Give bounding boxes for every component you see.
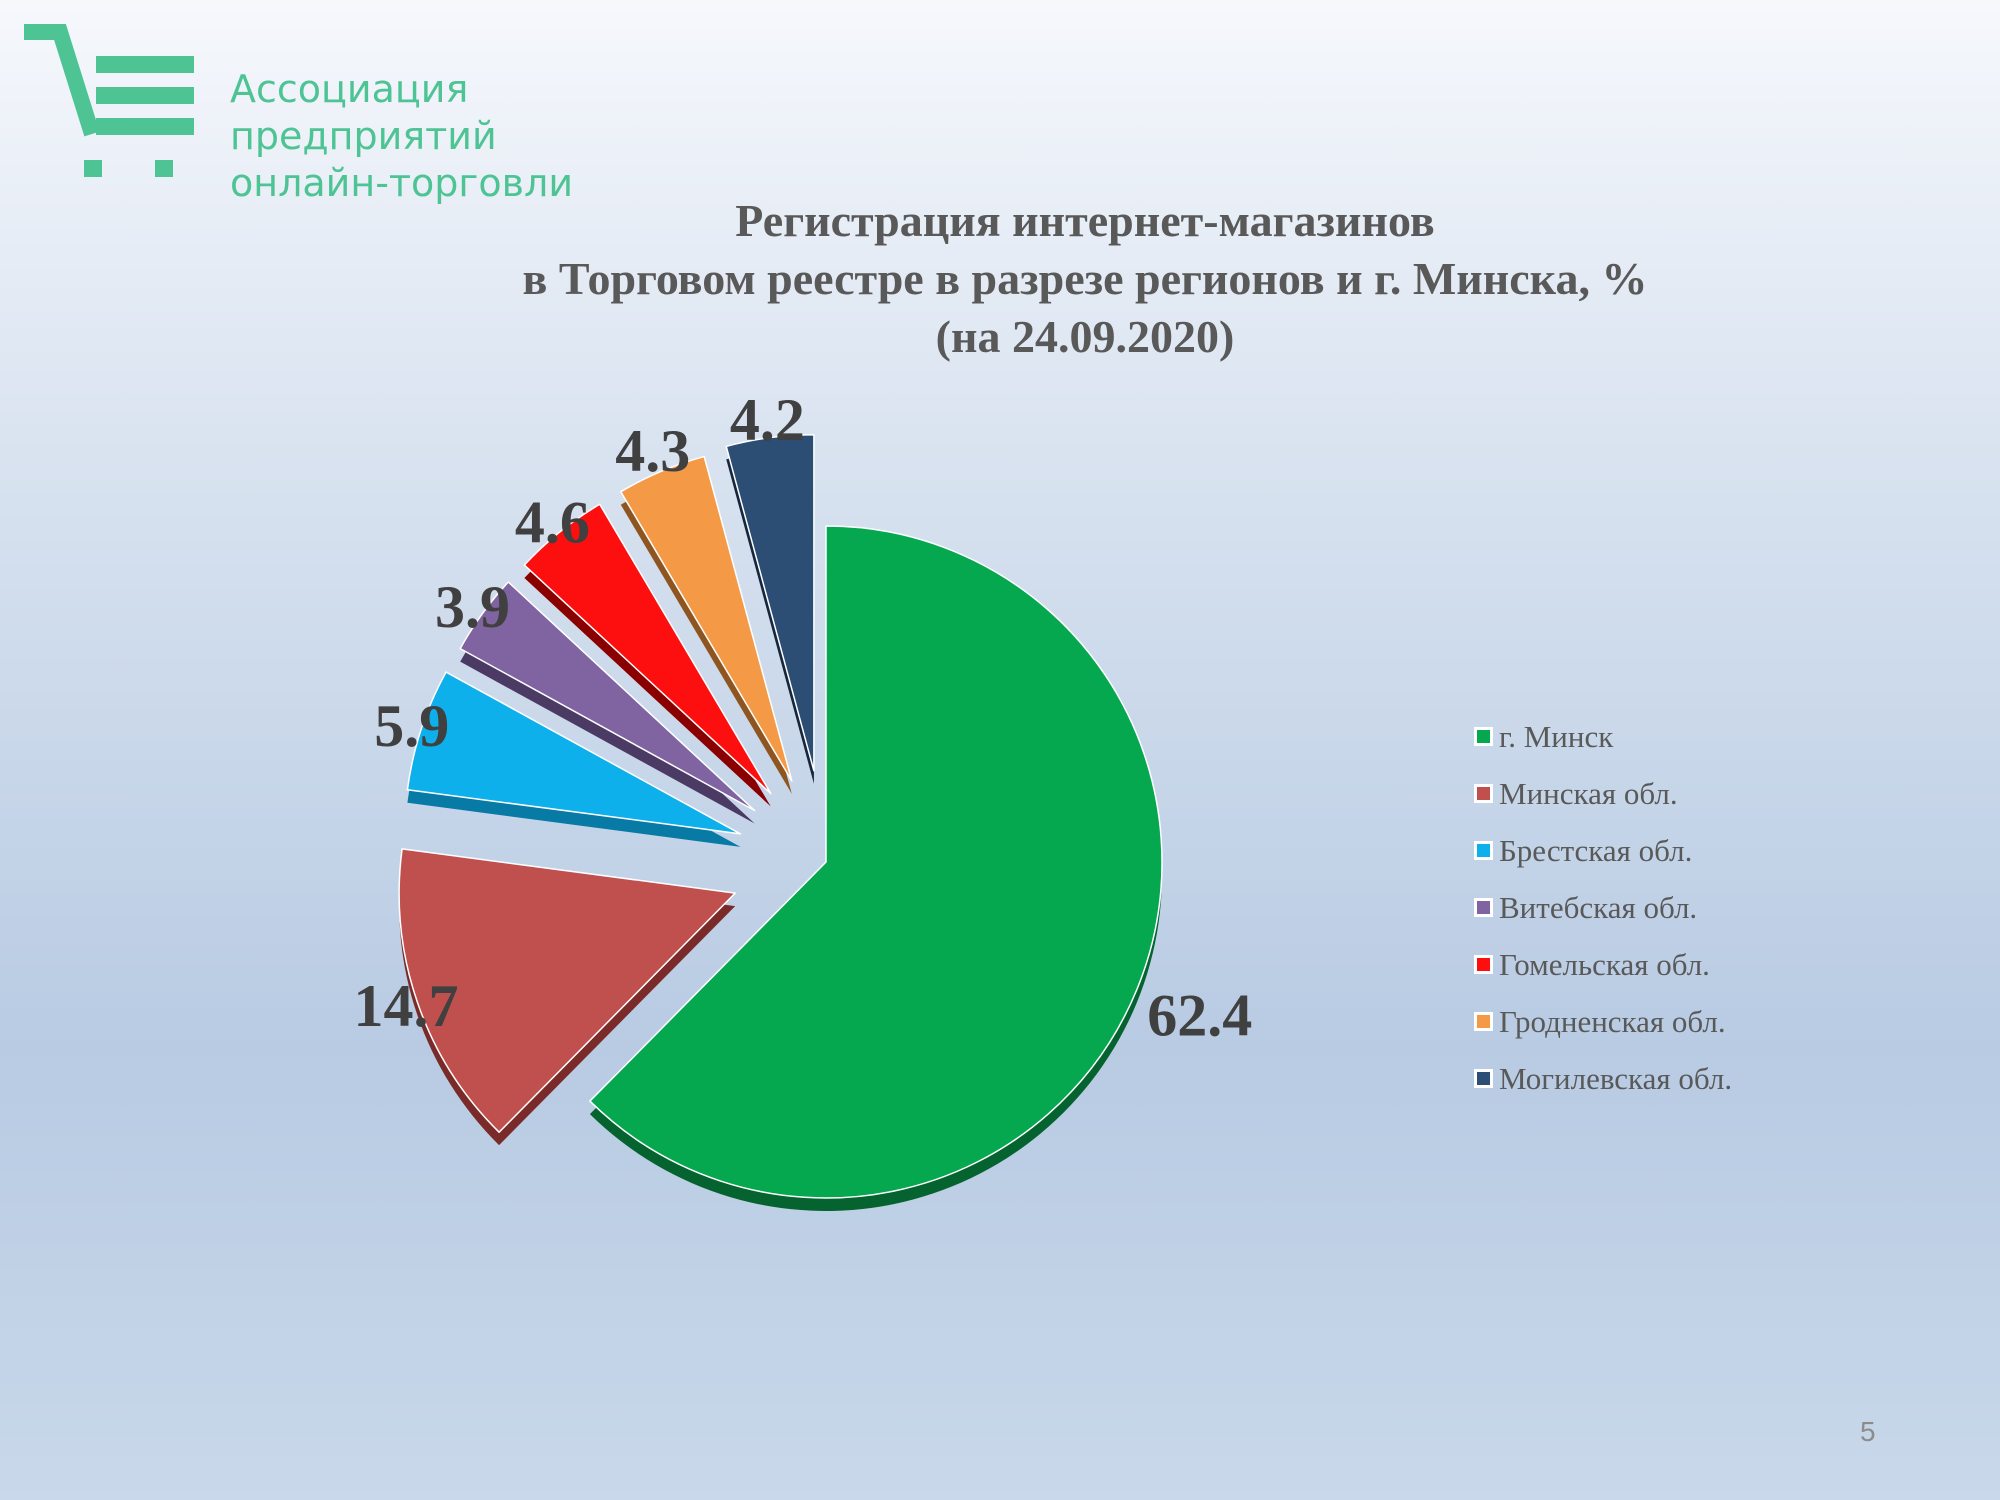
logo-text: Ассоциация предприятий онлайн-торговли: [230, 66, 573, 207]
legend-label: Витебская обл.: [1499, 889, 1698, 925]
legend-item: Могилевская обл.: [1474, 1050, 1732, 1107]
legend-swatch: [1474, 1069, 1493, 1088]
legend-swatch: [1474, 955, 1493, 974]
legend-swatch: [1474, 727, 1493, 746]
pie-data-label: 4.3: [615, 418, 690, 484]
legend-label: Брестская обл.: [1499, 832, 1693, 868]
pie-slice: [459, 581, 756, 812]
legend-item: г. Минск: [1474, 708, 1732, 765]
chart-title-line-1: Регистрация интернет-магазинов: [735, 195, 1435, 246]
pie-slice: [406, 671, 742, 835]
pie-slice: [523, 503, 772, 795]
chart-legend: г. Минск Минская обл. Брестская обл. Вит…: [1474, 708, 1732, 1107]
legend-label: Гродненская обл.: [1499, 1003, 1726, 1039]
pie-data-label: 62.4: [1147, 982, 1252, 1048]
pie-data-label: 3.9: [435, 574, 510, 640]
pie-slices: [398, 434, 1163, 1199]
chart-title: Регистрация интернет-магазинов в Торгово…: [400, 192, 1770, 366]
pie-slice: [725, 434, 815, 772]
legend-swatch: [1474, 841, 1493, 860]
legend-item: Гродненская обл.: [1474, 993, 1732, 1050]
pie-slice: [589, 525, 1163, 1199]
legend-label: Могилевская обл.: [1499, 1060, 1733, 1096]
pie-slice: [398, 848, 736, 1133]
legend-item: Минская обл.: [1474, 765, 1732, 822]
logo: Ассоциация предприятий онлайн-торговли: [22, 22, 582, 205]
logo-line-3: онлайн-торговли: [230, 161, 574, 205]
pie-slice: [620, 455, 793, 782]
chart-title-line-3: (на 24.09.2020): [935, 311, 1235, 362]
legend-label: Минская обл.: [1499, 775, 1678, 811]
pie-data-label: 4.2: [730, 387, 805, 453]
legend-item: Витебская обл.: [1474, 879, 1732, 936]
legend-swatch: [1474, 784, 1493, 803]
page-number: 5: [1860, 1416, 1876, 1447]
cart-logo-icon: [24, 24, 194, 177]
chart-title-line-2: в Торговом реестре в разрезе регионов и …: [522, 253, 1648, 304]
logo-line-2: предприятий: [230, 114, 497, 158]
legend-swatch: [1474, 1012, 1493, 1031]
pie-data-labels: 62.4 14.7 5.9 3.94.6 4.3 4.2: [353, 387, 1252, 1049]
legend-item: Гомельская обл.: [1474, 936, 1732, 993]
legend-item: Брестская обл.: [1474, 822, 1732, 879]
pie-data-label: 5.9: [374, 693, 449, 759]
logo-line-1: Ассоциация: [230, 67, 469, 111]
pie-data-label: 14.7: [353, 973, 458, 1039]
legend-label: г. Минск: [1499, 718, 1614, 754]
legend-swatch: [1474, 898, 1493, 917]
legend-label: Гомельская обл.: [1499, 946, 1710, 982]
pie-data-label: 4.6: [515, 490, 590, 556]
